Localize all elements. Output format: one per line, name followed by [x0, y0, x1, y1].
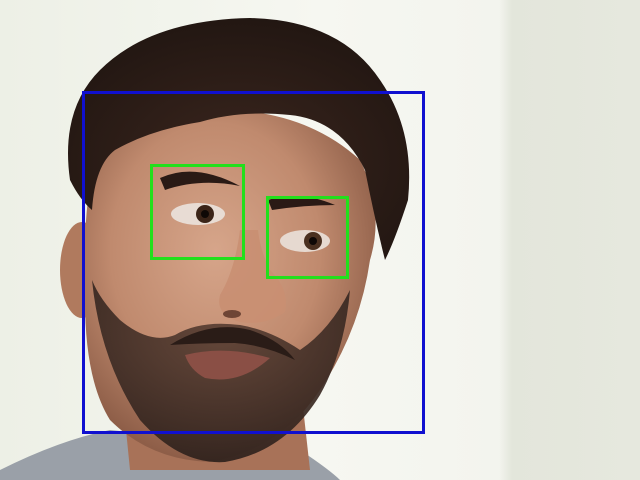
- nose: [219, 230, 286, 323]
- lips: [185, 350, 270, 380]
- hair: [68, 18, 410, 260]
- eye-detection-box-right: [266, 196, 349, 279]
- eyebrow-left: [160, 171, 240, 190]
- face-detection-box: [82, 91, 425, 434]
- eye-left-pupil: [201, 210, 209, 218]
- eye-detection-box-left: [150, 164, 245, 260]
- eye-right-pupil: [309, 237, 317, 245]
- mustache: [170, 327, 295, 360]
- eyebrow-right: [268, 196, 335, 210]
- nostril: [223, 310, 241, 318]
